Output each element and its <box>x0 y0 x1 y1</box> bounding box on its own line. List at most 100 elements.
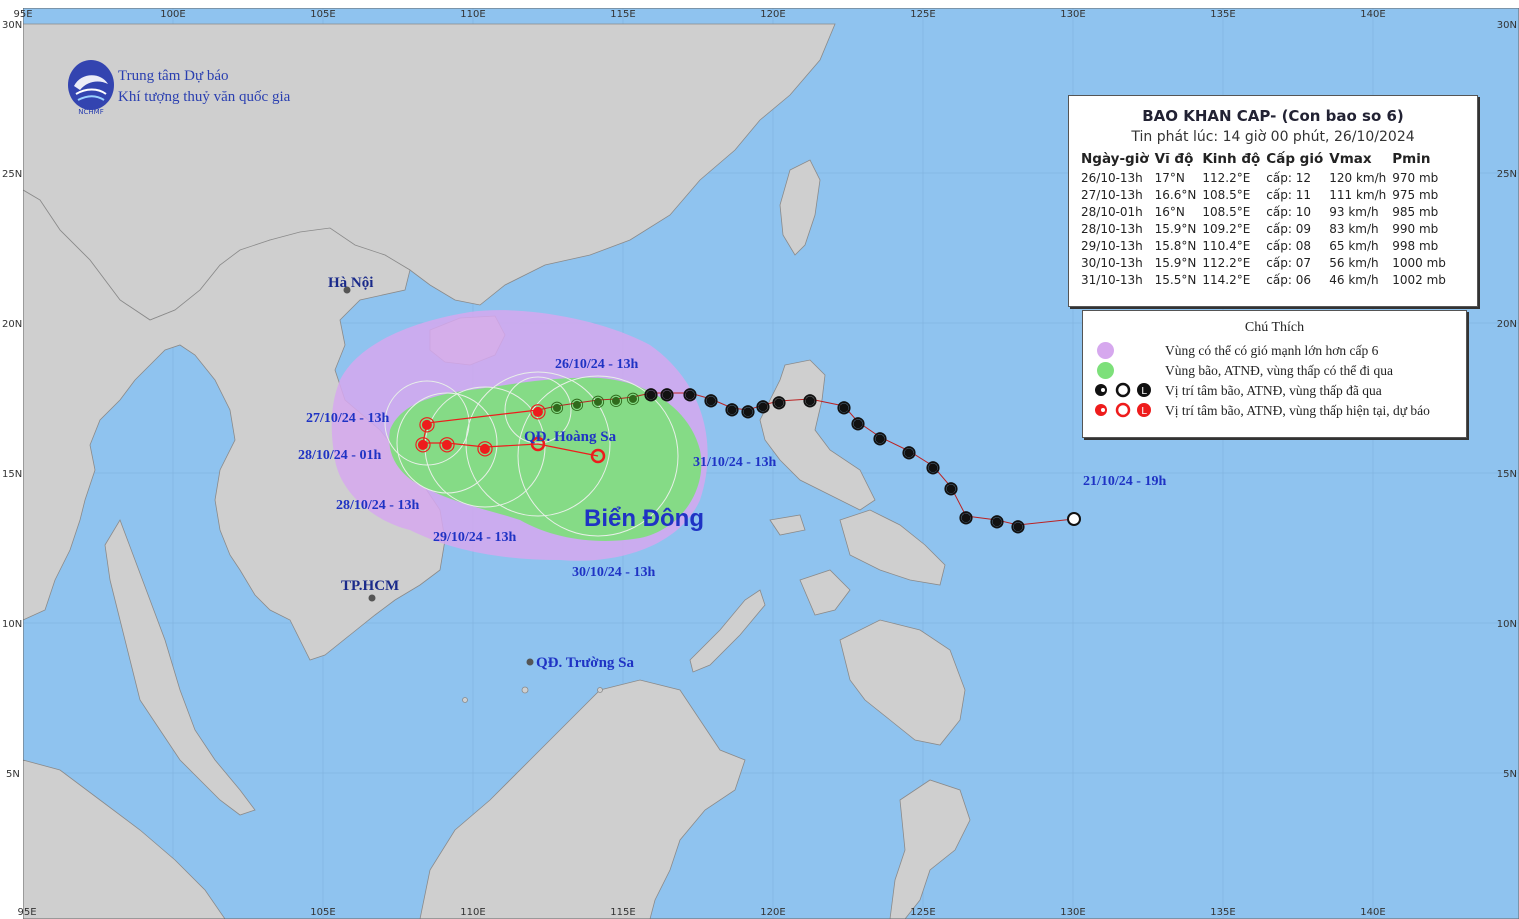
storm-icon: ◉ <box>704 390 718 409</box>
nchmf-logo: NCHMF <box>68 60 114 116</box>
column-header: Kinh độ <box>1202 151 1261 167</box>
lat-tick: 15N <box>2 469 22 480</box>
forecast-circles <box>384 371 679 537</box>
table-cell: cấp: 09 <box>1266 222 1311 236</box>
lat-labels-right: 30N 25N 20N 15N 10N 5N <box>1497 20 1517 780</box>
lat-tick: 25N <box>2 169 22 180</box>
storm-icon: ◉ <box>926 457 940 476</box>
lon-tick: 120E <box>760 9 785 20</box>
lon-tick: 130E <box>1060 907 1085 918</box>
agency-line1: Trung tâm Dự báo <box>118 68 229 84</box>
lat-tick: 5N <box>6 769 20 780</box>
forecast-track-line <box>422 409 599 457</box>
past-storm-positions: ◉ ◉ ◉ ◉ ◉ ◉ ◉ ◉ ◉ ◉ ◉ ◉ ◉ ◉ ◉ ◉ ◉ ◉ <box>644 384 1081 536</box>
forecast-storm-symbols-icon: L <box>1095 402 1151 418</box>
logo-text: NCHMF <box>78 108 103 116</box>
track-label-3110: 31/10/24 - 13h <box>693 455 776 470</box>
storm-zone-swatch <box>1097 362 1114 379</box>
table-cell: 16°N <box>1154 205 1185 219</box>
hoangsa-label: QĐ. Hoàng Sa <box>524 429 617 445</box>
table-cell: 111 km/h <box>1329 188 1387 202</box>
storm-icon: ◉ <box>1011 516 1025 535</box>
storm-icon: ◉ <box>756 396 770 415</box>
table-cell: 17°N <box>1154 171 1185 185</box>
legend-title: Chú Thích <box>1244 320 1305 335</box>
storm-icon: ◉ <box>725 399 739 418</box>
lat-tick: 25N <box>1497 169 1517 180</box>
legend-item: Vùng có thể có gió mạnh lớn hơn cấp 6 <box>1165 343 1379 358</box>
lon-tick: 100E <box>160 9 185 20</box>
track-label-2710: 27/10/24 - 13h <box>306 411 389 426</box>
agency-name: Trung tâm Dự báo Khí tượng thuỷ văn quốc… <box>118 66 290 108</box>
table-cell: 1000 mb <box>1392 256 1446 270</box>
storm-icon: ◉ <box>741 401 755 420</box>
table-header-row: Ngày-giờ Vĩ độ Kinh độ Cấp gió Vmax Pmin <box>1079 149 1450 170</box>
storm-icon: ◉ <box>851 413 865 432</box>
table-row: 31/10-13h 15.5°N 114.2°E cấp: 06 46 km/h 1002… <box>1079 272 1450 289</box>
table-row: 26/10-13h 17°N 112.2°E cấp: 12 120 km/h 970 m… <box>1079 170 1450 187</box>
storm-icon: ◉ <box>644 384 658 403</box>
lon-tick: 105E <box>310 9 335 20</box>
lat-tick: 10N <box>2 619 22 630</box>
table-cell: 15.9°N <box>1154 256 1197 270</box>
table-cell: 970 mb <box>1392 171 1439 185</box>
table-cell: 30/10-13h <box>1081 256 1143 270</box>
storm-icon: ◉ <box>591 391 605 410</box>
lon-tick: 135E <box>1210 9 1235 20</box>
table-cell: cấp: 07 <box>1266 256 1311 270</box>
table-cell: 28/10-13h <box>1081 222 1143 236</box>
table-row: 28/10-01h 16°N 108.5°E cấp: 10 93 km/h 985 mb <box>1079 204 1450 221</box>
lat-tick: 30N <box>2 20 22 31</box>
lon-tick: 125E <box>910 907 935 918</box>
storm-icon: ◉ <box>902 442 916 461</box>
forecast-low-icon <box>590 448 606 464</box>
table-cell: cấp: 10 <box>1266 205 1311 219</box>
table-cell: 112.2°E <box>1202 256 1251 270</box>
forecast-symbols: L <box>1093 401 1155 419</box>
table-cell: 27/10-13h <box>1081 188 1143 202</box>
table-cell: 15.9°N <box>1154 222 1197 236</box>
truongsa-dot <box>526 658 534 666</box>
land <box>22 23 971 919</box>
table-row: 30/10-13h 15.9°N 112.2°E cấp: 07 56 km/h 1000… <box>1079 255 1450 272</box>
past-symbols: L <box>1093 381 1155 399</box>
past-track-line <box>537 392 1075 526</box>
storm-icon: ◉ <box>529 398 546 422</box>
lon-labels-top: 95E 100E 105E 110E 115E 120E 125E 130E 1… <box>13 9 1385 20</box>
storm-icon: ◉ <box>873 428 887 447</box>
legend-item: Vị trí tâm bão, ATNĐ, vùng thấp hiện tại… <box>1165 403 1430 418</box>
lon-tick: 130E <box>1060 9 1085 20</box>
table-cell: 16.6°N <box>1154 188 1197 202</box>
lat-tick: 15N <box>1497 469 1517 480</box>
table-row: 28/10-13h 15.9°N 109.2°E cấp: 09 83 km/h 990 … <box>1079 221 1450 238</box>
table-row: 27/10-13h 16.6°N 108.5°E cấp: 11 111 km/h 975… <box>1079 187 1450 204</box>
table-cell: 15.8°N <box>1154 239 1197 253</box>
table-cell: 112.2°E <box>1202 171 1251 185</box>
lon-tick: 105E <box>310 907 335 918</box>
table-cell: 26/10-13h <box>1081 171 1143 185</box>
lon-tick: 95E <box>17 907 36 918</box>
lon-tick: 135E <box>1210 907 1235 918</box>
low-symbol: L <box>1141 386 1147 397</box>
table-cell: cấp: 12 <box>1266 171 1311 185</box>
track-label-2110: 21/10/24 - 19h <box>1083 474 1166 489</box>
lon-tick: 115E <box>610 9 635 20</box>
storm-icon: ◉ <box>626 388 640 407</box>
column-header: Cấp gió <box>1266 151 1324 167</box>
storm-icon: ◉ <box>476 435 493 459</box>
table-cell: 985 mb <box>1392 205 1439 219</box>
lat-tick: 5N <box>1503 769 1517 780</box>
lon-tick: 120E <box>760 907 785 918</box>
table-cell: 1002 mb <box>1392 273 1446 287</box>
truongsa-label: QĐ. Trường Sa <box>536 655 635 671</box>
table-cell: 110.4°E <box>1202 239 1251 253</box>
table-cell: cấp: 08 <box>1266 239 1311 253</box>
table-cell: 93 km/h <box>1329 205 1379 219</box>
table-cell: 56 km/h <box>1329 256 1379 270</box>
table-cell: 29/10-13h <box>1081 239 1143 253</box>
track-label-2810b: 28/10/24 - 13h <box>336 498 419 513</box>
storm-icon: ◉ <box>772 392 786 411</box>
forecast-low-icon <box>530 436 546 452</box>
strong-wind-swatch <box>1097 342 1114 359</box>
past-storm-symbols-icon: L <box>1095 382 1151 398</box>
